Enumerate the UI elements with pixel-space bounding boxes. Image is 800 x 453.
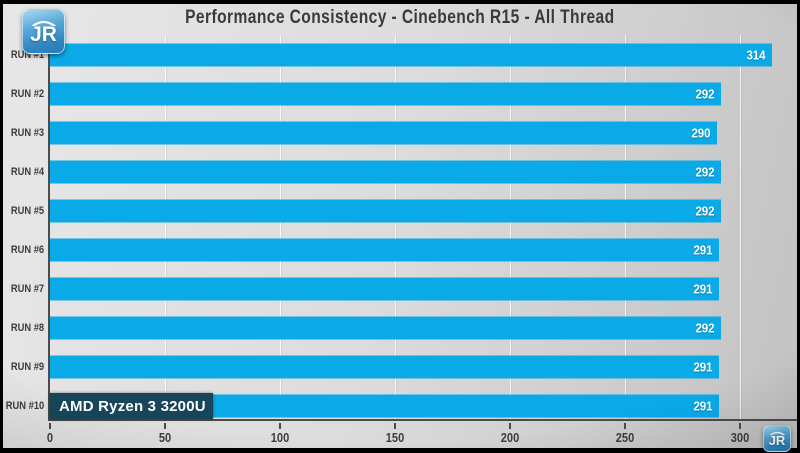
bar-track: 292 <box>50 74 797 113</box>
tick-label-0: 0 <box>46 430 54 445</box>
x-axis-ticks: 0 50 100 150 200 250 300 <box>46 421 797 448</box>
gridline-300 <box>739 35 741 421</box>
bar-value: 291 <box>693 242 713 258</box>
row-label-text: RUN #5 <box>10 204 44 217</box>
tick-mark-0 <box>49 423 51 429</box>
tick-mark-150 <box>393 423 396 429</box>
tick-label-150: 150 <box>385 430 404 445</box>
x-axis-line <box>48 419 797 421</box>
row-label: RUN #7 <box>3 270 50 309</box>
chart-canvas: Performance Consistency - Cinebench R15 … <box>3 4 797 448</box>
gridline-200 <box>509 35 511 421</box>
bar-row: RUN #10 291 AMD Ryzen 3 3200U <box>3 387 797 426</box>
bar-track: 291 <box>50 230 797 269</box>
bar-row: RUN #5 292 <box>3 191 797 230</box>
bar-rows: RUN #1 314 RUN #2 292 RUN #3 290 RUN #4 292 RUN … <box>3 35 797 426</box>
tick-label-300: 300 <box>730 430 749 445</box>
bar-value: 290 <box>691 125 711 141</box>
bar-track: 291 AMD Ryzen 3 3200U <box>50 387 797 426</box>
row-label: RUN #9 <box>3 348 50 387</box>
y-axis-line <box>48 35 50 421</box>
row-label: RUN #6 <box>3 230 50 269</box>
bar-row: RUN #4 292 <box>3 152 797 191</box>
row-label: RUN #3 <box>3 113 50 152</box>
bar-value: 291 <box>693 359 713 375</box>
bar-value: 314 <box>746 47 766 63</box>
gridline-250 <box>624 35 626 421</box>
bar: 291 <box>50 355 719 379</box>
bar-track: 290 <box>50 113 797 152</box>
bar-value: 291 <box>693 281 713 297</box>
tick-label-250: 250 <box>615 430 634 445</box>
bar-value: 292 <box>695 203 715 219</box>
row-label-text: RUN #4 <box>10 165 44 178</box>
gridline-50 <box>164 35 166 421</box>
row-label: RUN #8 <box>3 309 50 348</box>
bar-track: 314 <box>50 35 797 74</box>
logo-text: JR <box>30 23 57 47</box>
row-label-text: RUN #9 <box>10 361 44 374</box>
bar-track: 291 <box>50 348 797 387</box>
logo-arc-icon <box>769 431 785 436</box>
bar-value: 292 <box>695 320 715 336</box>
logo-arc-icon <box>31 20 56 27</box>
bar-row: RUN #7 291 <box>3 270 797 309</box>
tick-mark-50 <box>163 423 166 429</box>
tick-mark-300 <box>738 423 741 429</box>
bar: 314 <box>50 43 772 67</box>
row-label-text: RUN #10 <box>5 400 44 413</box>
bar-track: 291 <box>50 270 797 309</box>
tick-mark-200 <box>508 423 511 429</box>
row-label-text: RUN #7 <box>10 283 44 296</box>
row-label-text: RUN #2 <box>10 87 44 100</box>
logo-text: JR <box>768 433 786 449</box>
bar-value: 292 <box>695 86 715 102</box>
title-bar: Performance Consistency - Cinebench R15 … <box>3 7 797 29</box>
bar: 291 <box>50 394 719 418</box>
bar-row: RUN #9 291 <box>3 348 797 387</box>
bar: 290 <box>50 121 717 145</box>
tick-mark-100 <box>278 423 281 429</box>
gridline-150 <box>394 35 396 421</box>
row-label: RUN #2 <box>3 74 50 113</box>
bar: 291 <box>50 277 719 301</box>
row-label-text: RUN #3 <box>10 126 44 139</box>
grid-layer <box>50 35 797 421</box>
bar-value: 292 <box>695 164 715 180</box>
bar: 292 <box>50 316 722 340</box>
tick-label-100: 100 <box>270 430 290 445</box>
row-label: RUN #5 <box>3 191 50 230</box>
bar: 292 <box>50 160 722 184</box>
row-label: RUN #10 <box>3 387 50 426</box>
cpu-label-badge: AMD Ryzen 3 3200U <box>50 393 213 420</box>
bar: 292 <box>50 199 722 223</box>
row-label-text: RUN #8 <box>10 322 44 335</box>
chart-title: Performance Consistency - Cinebench R15 … <box>185 7 615 28</box>
bar-track: 292 <box>50 191 797 230</box>
jr-logo-bottom-right: JR <box>763 425 791 452</box>
bar-value: 291 <box>693 398 713 414</box>
bar-track: 292 <box>50 309 797 348</box>
row-label: RUN #4 <box>3 152 50 191</box>
jr-logo-top-left: JR <box>22 9 65 54</box>
bar: 292 <box>50 82 722 106</box>
tick-label-200: 200 <box>500 430 519 445</box>
row-label-text: RUN #6 <box>10 244 44 257</box>
bar-row: RUN #2 292 <box>3 74 797 113</box>
bar-row: RUN #8 292 <box>3 309 797 348</box>
bar-track: 292 <box>50 152 797 191</box>
bar-row: RUN #1 314 <box>3 35 797 74</box>
bar: 291 <box>50 238 719 262</box>
tick-mark-250 <box>623 423 626 429</box>
bar-row: RUN #6 291 <box>3 230 797 269</box>
tick-label-50: 50 <box>158 430 172 445</box>
bar-row: RUN #3 290 <box>3 113 797 152</box>
gridline-100 <box>279 35 281 421</box>
